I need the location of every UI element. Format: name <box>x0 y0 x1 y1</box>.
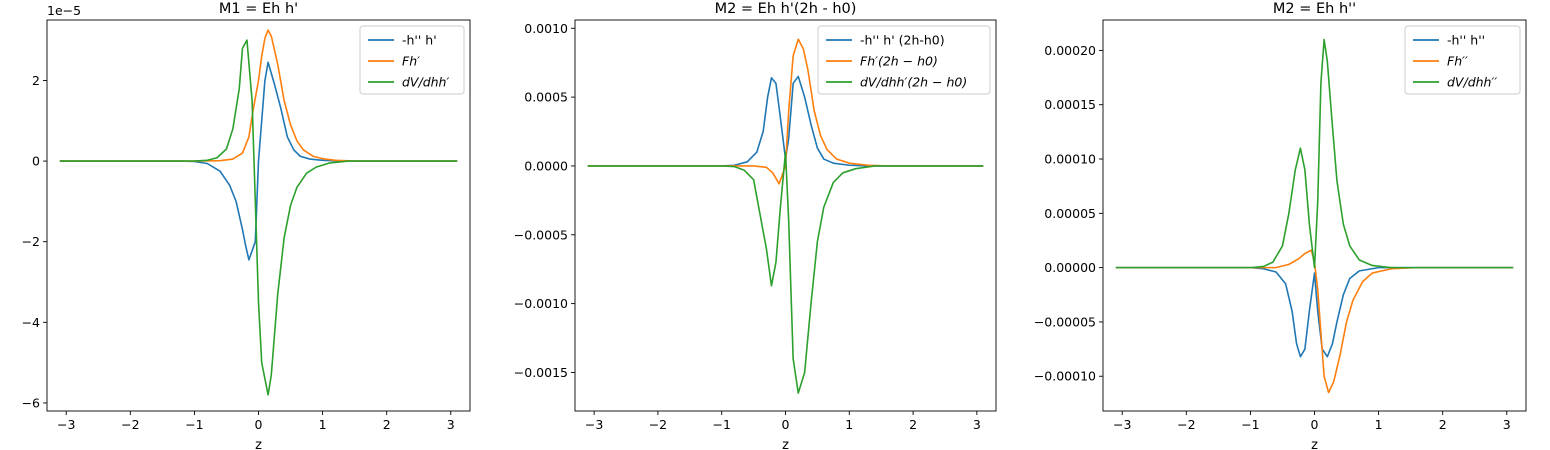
legend-label: -h'' h' (2h-h0) <box>860 33 945 48</box>
y-tick-label: −2 <box>22 234 40 249</box>
legend-box <box>359 25 465 95</box>
y-tick-label: −4 <box>22 315 40 330</box>
series-line-2 <box>1115 249 1514 394</box>
x-axis-label: z <box>255 438 262 450</box>
y-tick-label: 0.0010 <box>524 21 568 36</box>
series-line-3 <box>587 151 984 394</box>
y-tick-label: −6 <box>22 395 40 410</box>
legend-label: Fh′(2h − h0) <box>860 54 938 69</box>
y-tick-label: 0.0005 <box>524 90 568 105</box>
series-line-1 <box>1115 266 1514 358</box>
x-tick-label: 2 <box>909 417 917 432</box>
legend-label: -h'' h' <box>402 33 437 48</box>
legend-label: dV/dhh′ <box>402 75 449 90</box>
y-tick-label: −0.0010 <box>514 296 568 311</box>
legend: -h'' h' Fh′ dV/dhh′ <box>359 25 465 95</box>
y-tick-label: 0.00000 <box>1044 260 1096 275</box>
chart-panel-3: −3 −2 −1 0 1 2 3 −0.00010 −0.00005 0.00000 0.00005… <box>1034 1 1527 450</box>
y-tick-label: 0.00010 <box>1044 152 1096 167</box>
legend-box <box>1404 25 1521 95</box>
y-tick-label: −0.0015 <box>514 365 568 380</box>
x-tick-label: 2 <box>1439 417 1447 432</box>
y-offset-text: 1e−5 <box>47 3 81 18</box>
x-tick-label: 0 <box>1311 417 1319 432</box>
y-tick-label: 0.0000 <box>524 158 568 173</box>
chart-title: M2 = Eh h'(2h - h0) <box>715 1 857 17</box>
legend-label: dV/dhh′(2h − h0) <box>860 75 967 90</box>
legend-box <box>817 25 991 95</box>
legend-label: Fh′′ <box>1447 54 1468 69</box>
y-tick-label: 0.00005 <box>1044 206 1096 221</box>
x-tick-label: 3 <box>1503 417 1511 432</box>
series-line-1 <box>59 61 458 261</box>
chart-title: M2 = Eh h'' <box>1273 1 1356 17</box>
chart-title: M1 = Eh h' <box>219 1 298 17</box>
chart-panel-2: −3 −2 −1 0 1 2 3 −0.0015 −0.0010 −0.0005 0.0000 0.0… <box>514 1 997 450</box>
x-tick-label: 1 <box>319 417 327 432</box>
x-tick-label: −2 <box>649 417 667 432</box>
series-line-3 <box>59 39 458 396</box>
x-tick-label: −1 <box>1241 417 1259 432</box>
x-tick-label: −3 <box>57 417 75 432</box>
x-tick-label: 3 <box>447 417 455 432</box>
x-tick-label: 0 <box>255 417 263 432</box>
chart-panel-1: −3 −2 −1 0 1 2 3 −6 −4 −2 0 2 M1 = Eh h' z 1e−5 -h'' h'… <box>22 1 471 450</box>
y-tick-label: 0.00015 <box>1044 97 1096 112</box>
y-tick-label: 0.00020 <box>1044 43 1096 58</box>
x-tick-label: 2 <box>383 417 391 432</box>
legend: -h'' h' (2h-h0) Fh′(2h − h0) dV/dhh′(2h − … <box>817 25 991 95</box>
x-tick-label: −2 <box>1177 417 1195 432</box>
x-axis-label: z <box>1311 438 1318 450</box>
series-line-2 <box>587 38 984 185</box>
x-axis-label: z <box>782 438 789 450</box>
y-tick-label: −0.00005 <box>1034 314 1096 329</box>
y-tick-label: −0.00010 <box>1034 369 1096 384</box>
y-tick-label: −0.0005 <box>514 227 568 242</box>
x-tick-label: −3 <box>1113 417 1131 432</box>
series-line-3 <box>1115 38 1514 269</box>
legend-label: Fh′ <box>402 54 420 69</box>
x-tick-label: −3 <box>585 417 603 432</box>
x-tick-label: 1 <box>1375 417 1383 432</box>
legend-label: dV/dhh′′ <box>1447 75 1497 90</box>
x-tick-label: 1 <box>845 417 853 432</box>
y-tick-label: 2 <box>32 73 40 88</box>
legend: -h'' h'' Fh′′ dV/dhh′′ <box>1404 25 1521 95</box>
x-tick-label: −1 <box>185 417 203 432</box>
x-tick-label: −1 <box>712 417 730 432</box>
x-tick-label: 3 <box>973 417 981 432</box>
series-line-2 <box>59 29 458 162</box>
x-tick-label: 0 <box>782 417 790 432</box>
legend-label: -h'' h'' <box>1447 33 1485 48</box>
x-tick-label: −2 <box>121 417 139 432</box>
y-tick-label: 0 <box>32 154 40 169</box>
